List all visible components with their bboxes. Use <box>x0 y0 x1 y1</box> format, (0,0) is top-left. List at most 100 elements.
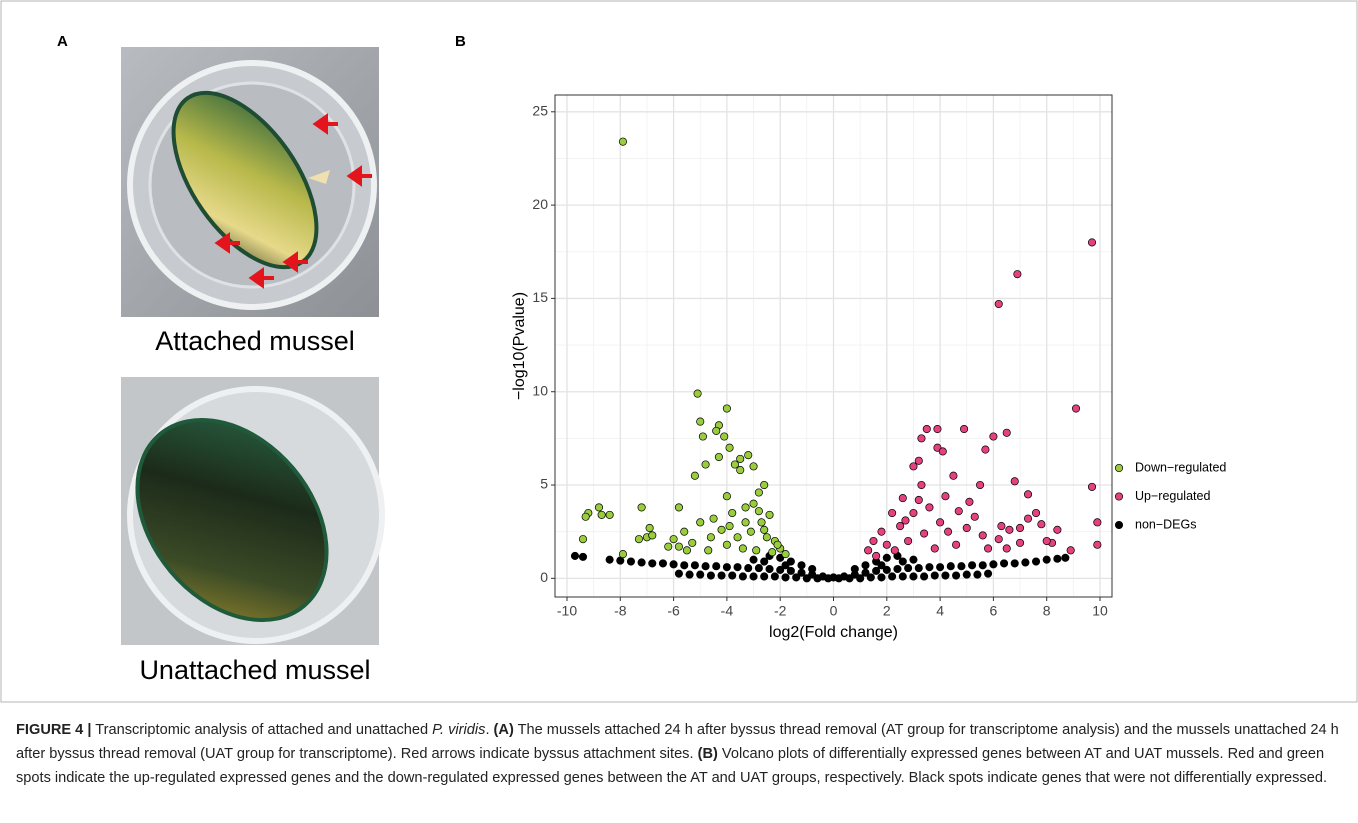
data-point <box>664 542 673 551</box>
data-point <box>1005 525 1014 534</box>
data-point <box>989 432 998 441</box>
data-point <box>770 572 779 581</box>
data-point <box>760 525 769 534</box>
data-point <box>768 548 777 557</box>
data-point <box>733 563 742 572</box>
data-point <box>752 546 761 555</box>
data-point <box>722 540 731 549</box>
data-point <box>920 529 929 538</box>
data-point <box>605 555 614 564</box>
caption-text: FIGURE 4 | <box>16 722 92 738</box>
data-point <box>898 572 907 581</box>
caption-text: (B) <box>697 746 718 762</box>
data-point <box>749 499 758 508</box>
data-point <box>717 525 726 534</box>
data-point <box>909 508 918 518</box>
data-point <box>722 563 731 572</box>
x-tick-label: -10 <box>557 603 577 619</box>
data-point <box>669 535 678 544</box>
data-point <box>960 424 969 434</box>
data-point <box>1002 428 1011 437</box>
data-point <box>658 559 667 568</box>
data-point <box>618 550 628 559</box>
data-point <box>714 452 723 462</box>
data-point <box>728 508 737 518</box>
data-point <box>882 565 891 574</box>
data-point <box>936 563 945 572</box>
data-point <box>802 574 811 583</box>
data-point <box>669 560 678 569</box>
data-point <box>1010 477 1019 486</box>
data-point <box>712 426 721 435</box>
data-point <box>994 535 1003 544</box>
data-point <box>997 522 1006 531</box>
data-point <box>626 557 636 566</box>
data-point <box>949 471 958 480</box>
data-point <box>866 573 875 582</box>
data-point <box>984 569 993 578</box>
legend-label: Down−regulated <box>1135 460 1226 474</box>
y-axis-label: −log10(Pvalue) <box>511 292 528 400</box>
data-point <box>1010 559 1019 568</box>
data-point <box>722 492 731 501</box>
data-point <box>922 424 931 434</box>
data-point <box>674 569 683 578</box>
volcano-plot: -10 -8 -6 -4 -2 0 2 4 6 8 10 0 5 10 15 20 25 log2(Fold ch… <box>511 94 1226 641</box>
legend-marker <box>1114 520 1124 530</box>
data-point <box>746 527 755 536</box>
data-point <box>1016 523 1025 533</box>
data-point <box>1031 557 1041 566</box>
data-point <box>1013 270 1022 279</box>
data-point <box>930 544 939 553</box>
data-point <box>898 557 907 566</box>
data-point <box>765 564 774 574</box>
data-point <box>813 574 822 583</box>
data-point <box>680 561 689 570</box>
data-point <box>920 572 929 581</box>
data-point <box>749 462 758 471</box>
data-point <box>706 571 715 580</box>
caption-text: The mussels attached 24 h after byssus t… <box>16 722 1343 762</box>
data-point <box>888 572 897 581</box>
data-point <box>869 536 878 546</box>
data-point <box>938 447 947 456</box>
x-tick-label: 4 <box>936 603 944 619</box>
x-tick-label: -8 <box>614 603 627 619</box>
data-point <box>754 507 763 516</box>
data-point <box>904 536 913 546</box>
data-point <box>760 557 769 566</box>
data-point <box>1066 546 1075 555</box>
y-tick-label: 5 <box>540 476 548 492</box>
data-point <box>792 573 801 582</box>
data-point <box>730 460 739 469</box>
data-point <box>688 538 697 547</box>
data-point <box>706 533 715 542</box>
data-point <box>797 561 806 570</box>
data-point <box>1016 538 1025 547</box>
caption-text: . <box>485 722 494 738</box>
data-point <box>1031 508 1041 518</box>
data-point <box>861 561 870 570</box>
data-point <box>1093 540 1102 549</box>
data-point <box>749 555 758 564</box>
data-point <box>824 574 833 583</box>
data-point <box>1087 482 1097 491</box>
data-point <box>1000 559 1009 568</box>
data-point <box>696 570 705 579</box>
data-point <box>648 531 657 540</box>
figure: A B Attached mussel Unattached mussel -1… <box>0 0 1358 703</box>
data-point <box>1002 544 1011 553</box>
data-point <box>690 471 699 480</box>
caption-text: P. viridis <box>432 722 486 738</box>
data-point <box>877 527 886 536</box>
x-tick-label: 8 <box>1043 603 1051 619</box>
data-point <box>701 562 710 571</box>
data-point <box>712 562 721 571</box>
data-point <box>701 460 710 469</box>
data-point <box>893 564 902 574</box>
data-point <box>696 518 705 527</box>
photo <box>121 47 379 317</box>
data-point <box>738 572 747 581</box>
data-point <box>984 544 993 553</box>
data-point <box>965 497 974 506</box>
